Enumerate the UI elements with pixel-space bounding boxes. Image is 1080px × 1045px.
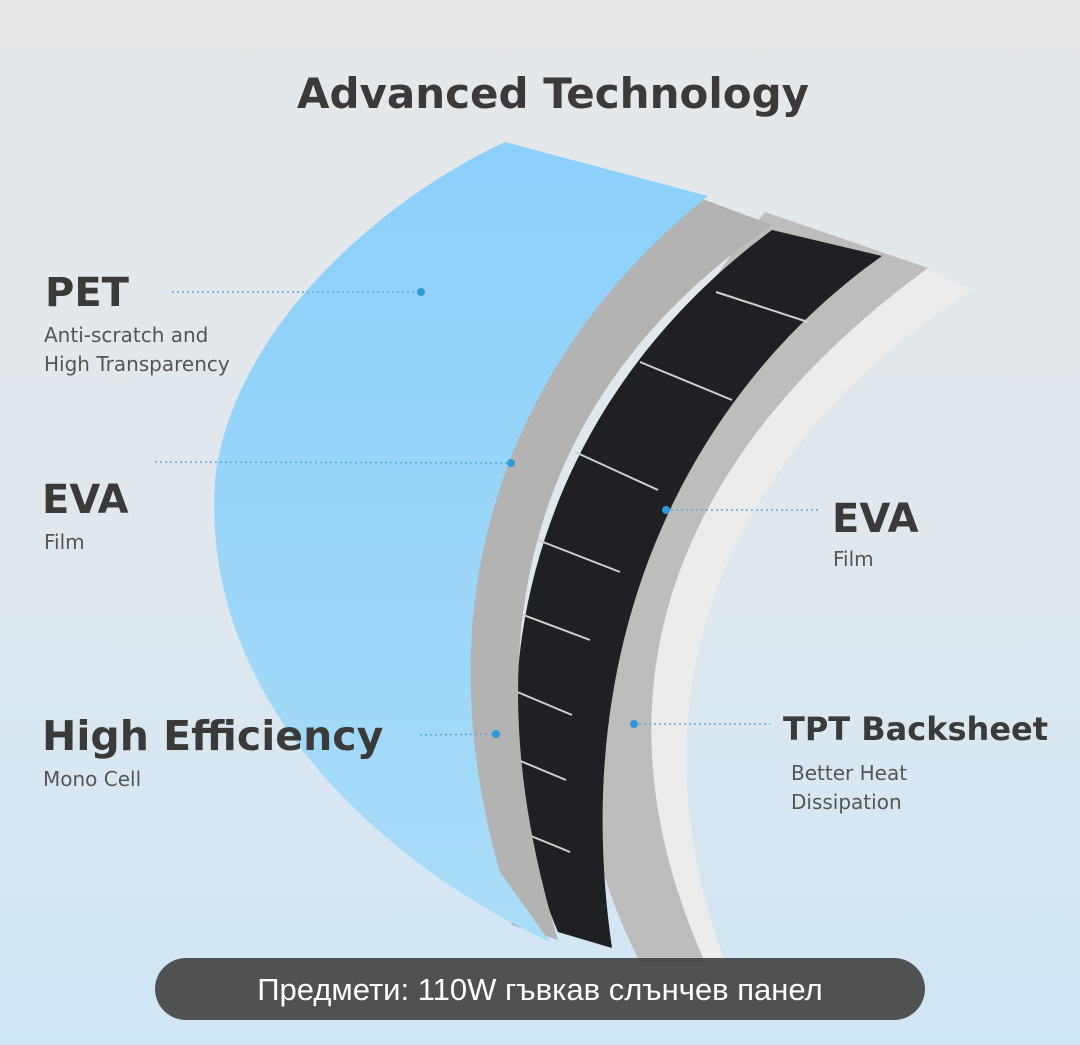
label-line: Better Heat	[791, 761, 907, 785]
caption: Предмети: 110W гъвкав слънчев панел	[257, 972, 822, 1007]
label-heading: PET	[45, 270, 130, 316]
label-heading: TPT Backsheet	[783, 710, 1048, 748]
label-line: High Transparency	[44, 352, 230, 376]
label-line: Anti-scratch and	[44, 323, 208, 347]
label-line: Film	[833, 547, 874, 571]
cell-layer	[515, 230, 882, 948]
caption-pill	[155, 958, 925, 1020]
label-line: Dissipation	[791, 790, 902, 814]
label-line: Film	[44, 530, 85, 554]
label-heading: High Efficiency	[42, 712, 383, 760]
label-line: Mono Cell	[43, 767, 141, 791]
label-heading: EVA	[42, 477, 129, 523]
pet-layer	[214, 142, 708, 942]
leaders	[154, 288, 820, 738]
label-heading: EVA	[832, 496, 919, 542]
layers	[214, 142, 972, 962]
title: Advanced Technology	[297, 69, 809, 118]
